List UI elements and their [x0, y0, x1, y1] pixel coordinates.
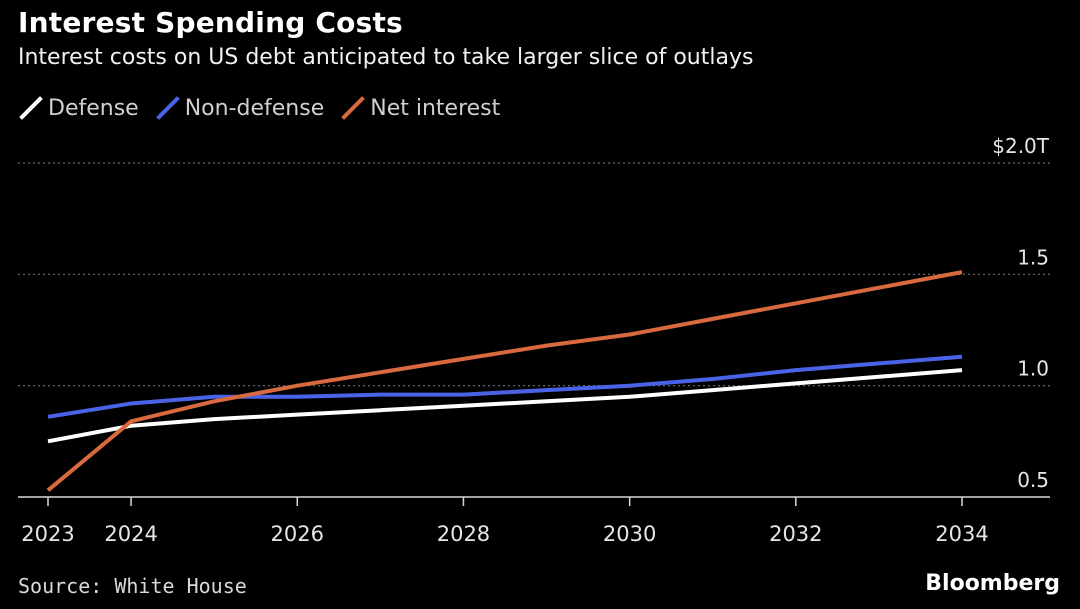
legend-swatch-net-interest — [341, 96, 366, 120]
brand-logo: Bloomberg — [925, 571, 1060, 596]
legend-swatch-defense — [19, 96, 43, 120]
series-line-non-defense — [47, 354, 963, 419]
legend-label-net-interest: Net interest — [370, 95, 501, 121]
legend-item-net-interest: Net interest — [340, 95, 500, 121]
y-tick-label: 1.0 — [1017, 357, 1049, 381]
legend-swatch-non-defense — [155, 96, 180, 120]
x-tick-label: 2026 — [271, 522, 324, 546]
x-tick-label: 2032 — [769, 522, 822, 546]
x-tick-label: 2024 — [104, 522, 157, 546]
x-tick-label: 2034 — [935, 522, 988, 546]
x-tick-label: 2030 — [603, 522, 656, 546]
series-line-net-interest — [46, 270, 963, 492]
legend-item-non-defense: Non-defense — [155, 95, 325, 121]
y-tick-label: 1.5 — [1017, 245, 1049, 269]
legend-label-non-defense: Non-defense — [184, 95, 325, 121]
chart-subtitle: Interest costs on US debt anticipated to… — [18, 45, 754, 70]
y-tick-label: $2.0T — [992, 134, 1050, 158]
legend-label-defense: Defense — [48, 95, 139, 121]
x-tick-label: 2028 — [437, 522, 490, 546]
chart-title: Interest Spending Costs — [18, 6, 403, 39]
series-line-defense — [47, 368, 963, 444]
source-note: Source: White House — [18, 574, 247, 598]
legend: Defense Non-defense Net interest — [18, 94, 516, 122]
x-tick-label: 2023 — [21, 522, 74, 546]
y-tick-label: 0.5 — [1017, 468, 1049, 492]
legend-item-defense: Defense — [18, 95, 139, 121]
